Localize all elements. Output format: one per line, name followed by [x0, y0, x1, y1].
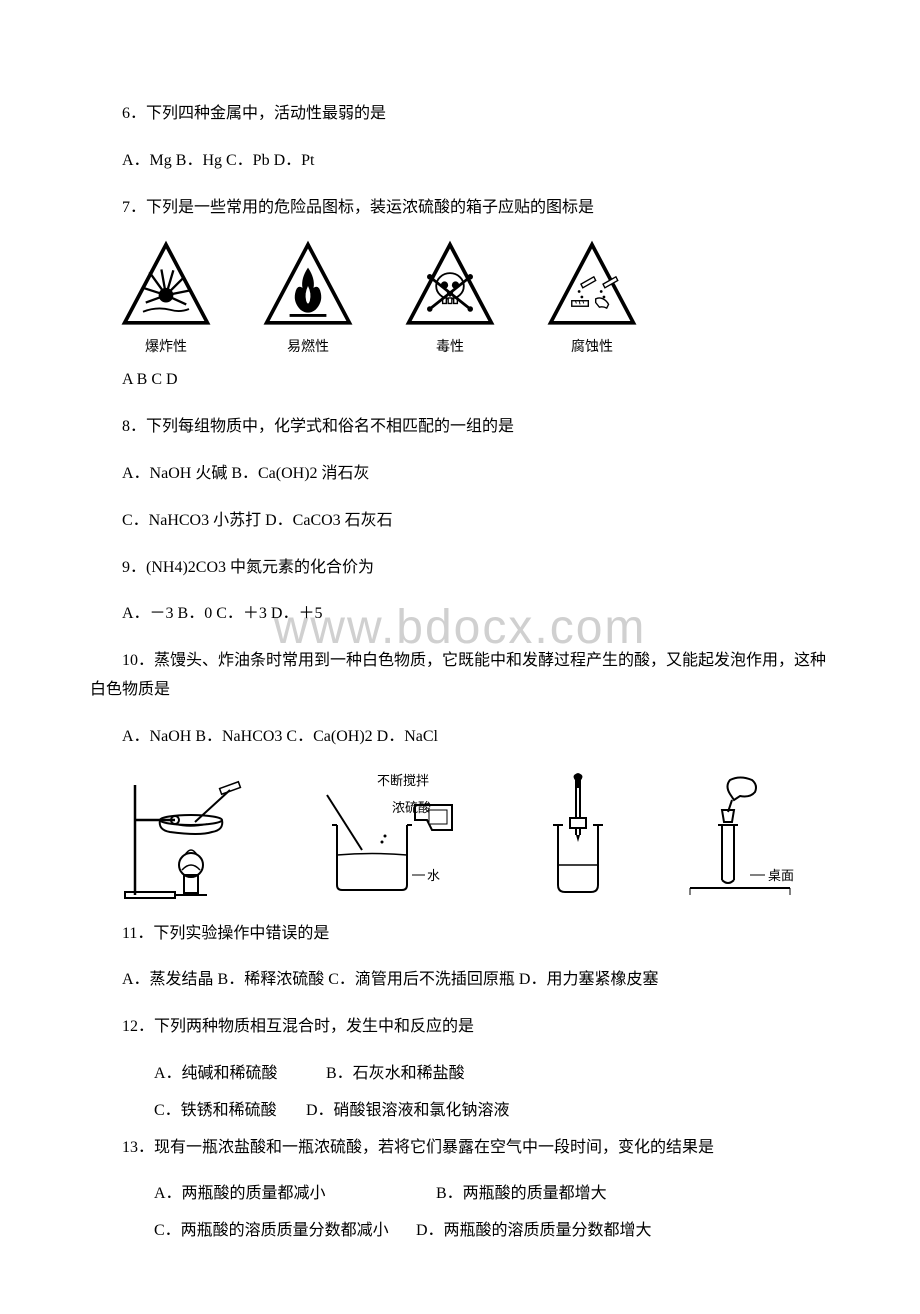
acid-label: 浓硫酸: [392, 800, 431, 815]
hazard-toxic: 毒性: [404, 240, 496, 356]
q9-opts: A．－3 B．0 C．＋3 D．＋5: [90, 600, 830, 629]
stir-label: 不断搅拌: [377, 773, 429, 788]
q7-opts: A B C D: [90, 366, 830, 395]
q12-cd: C．铁锈和稀硫酸 D．硝酸银溶液和氯化钠溶液: [90, 1097, 830, 1126]
q13-ab: A．两瓶酸的质量都减小 B．两瓶酸的质量都增大: [90, 1180, 830, 1209]
figures-row: 不断搅拌 浓硫酸 水: [120, 770, 800, 905]
q8-line2: C．NaHCO3 小苏打 D．CaCO3 石灰石: [90, 507, 830, 536]
hazard-label-3: 毒性: [404, 336, 496, 356]
q11-opts: A．蒸发结晶 B．稀释浓硫酸 C．滴管用后不洗插回原瓶 D．用力塞紧橡皮塞: [90, 966, 830, 995]
q8-text: 8．下列每组物质中，化学式和俗名不相匹配的一组的是: [90, 413, 830, 442]
flame-icon: [262, 240, 354, 332]
q13-cd: C．两瓶酸的溶质质量分数都减小 D．两瓶酸的溶质质量分数都增大: [90, 1217, 830, 1246]
q10-text: 10．蒸馒头、炸油条时常用到一种白色物质，它既能中和发酵过程产生的酸，又能起发泡…: [90, 647, 830, 705]
desk-label: 桌面: [768, 868, 794, 883]
skull-icon: [404, 240, 496, 332]
figure-evaporate: [120, 770, 260, 905]
hazard-flammable: 易燃性: [262, 240, 354, 356]
figure-dilute: 不断搅拌 浓硫酸 水: [317, 770, 477, 905]
explosive-icon: [120, 240, 212, 332]
q6-opts: A．Mg B．Hg C．Pb D．Pt: [90, 147, 830, 176]
q12-ab: A．纯碱和稀硫酸 B．石灰水和稀盐酸: [90, 1060, 830, 1089]
q9-text: 9．(NH4)2CO3 中氮元素的化合价为: [90, 554, 830, 583]
content: 6．下列四种金属中，活动性最弱的是 A．Mg B．Hg C．Pb D．Pt 7．…: [90, 100, 830, 1246]
q6-text: 6．下列四种金属中，活动性最弱的是: [90, 100, 830, 129]
hazard-row: 爆炸性 易燃性: [120, 240, 830, 356]
corrosive-icon: [546, 240, 638, 332]
q11-text: 11．下列实验操作中错误的是: [90, 920, 830, 949]
hazard-label-4: 腐蚀性: [546, 336, 638, 356]
water-label: 水: [427, 868, 440, 883]
hazard-label-2: 易燃性: [262, 336, 354, 356]
hazard-label-1: 爆炸性: [120, 336, 212, 356]
hazard-explosive: 爆炸性: [120, 240, 212, 356]
q7-text: 7．下列是一些常用的危险品图标，装运浓硫酸的箱子应贴的图标是: [90, 194, 830, 223]
figure-stopper: 桌面: [680, 770, 800, 905]
figure-dropper: [533, 770, 623, 905]
q13-text: 13．现有一瓶浓盐酸和一瓶浓硫酸，若将它们暴露在空气中一段时间，变化的结果是: [90, 1134, 830, 1163]
q8-line1: A．NaOH 火碱 B．Ca(OH)2 消石灰: [90, 460, 830, 489]
hazard-corrosive: 腐蚀性: [546, 240, 638, 356]
q12-text: 12．下列两种物质相互混合时，发生中和反应的是: [90, 1013, 830, 1042]
q10-opts: A．NaOH B．NaHCO3 C．Ca(OH)2 D．NaCl: [90, 723, 830, 752]
